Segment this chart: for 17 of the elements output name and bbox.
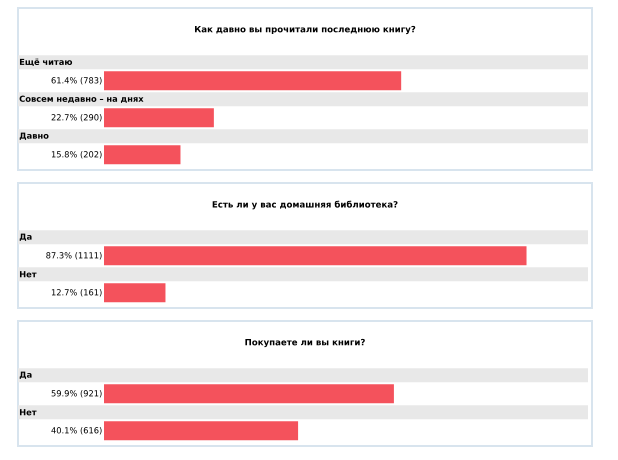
data-label: 22.7% (290)	[52, 114, 102, 122]
data-label: 87.3% (1111)	[46, 252, 102, 260]
y-tick-label: Совсем недавно – на днях	[20, 96, 144, 103]
chart-title: Покупаете ли вы книги?	[245, 338, 365, 348]
chart-title: Есть ли у вас домашняя библиотека?	[212, 200, 398, 210]
data-label: 12.7% (161)	[52, 289, 102, 296]
data-label: 61.4% (783)	[52, 77, 102, 84]
chart-title: Как давно вы прочитали последнюю книгу?	[195, 26, 416, 34]
data-label: 59.9% (921)	[52, 390, 102, 398]
y-tick-label: Давно	[20, 132, 49, 140]
y-tick-label: Ещё читаю	[20, 58, 72, 66]
y-tick-label: Да	[20, 234, 32, 241]
y-tick-label: Нет	[20, 409, 37, 416]
y-tick-label: Да	[20, 372, 32, 379]
data-label: 15.8% (202)	[52, 151, 102, 158]
data-label: 40.1% (616)	[51, 427, 102, 434]
y-tick-label: Нет	[20, 271, 37, 278]
